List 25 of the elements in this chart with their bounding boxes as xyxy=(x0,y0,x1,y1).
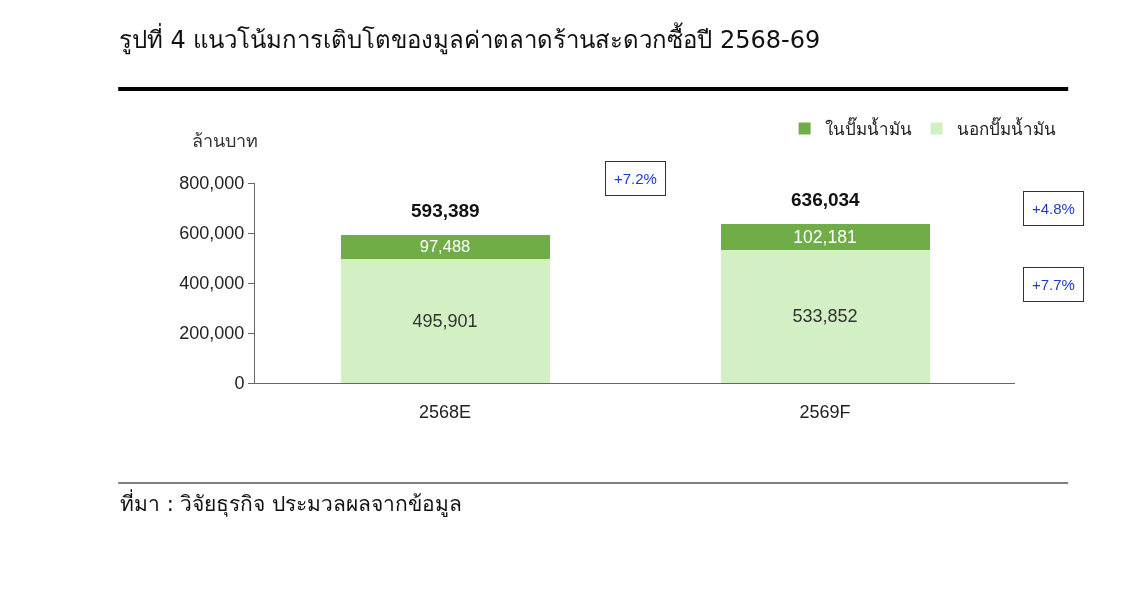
data-label: 533,852 xyxy=(792,306,858,327)
bar xyxy=(340,259,550,383)
annotation: +7.2% xyxy=(614,170,657,187)
legend-label: นอกปั๊มน้ำมัน xyxy=(956,116,1056,140)
data-label: 495,901 xyxy=(412,311,478,332)
bar xyxy=(720,223,930,250)
y-tick-label: 800,000 xyxy=(179,173,245,194)
text: ที่มา : วิจัยธุรกิจ ประมวลผลจากข้อมูล xyxy=(120,489,463,517)
y-axis-title: ล้านบาท xyxy=(192,131,258,151)
total-label: 593,389 xyxy=(411,200,480,221)
y-tick-label: 400,000 xyxy=(179,273,245,294)
legend-label: ในปั๊มน้ำมัน xyxy=(824,116,912,140)
text: +4.8% xyxy=(1032,200,1075,217)
total-label: 636,034 xyxy=(791,189,861,210)
x-tick-label: 2569F xyxy=(799,401,851,422)
y-tick-label: 600,000 xyxy=(179,223,245,244)
chart-title: รูปที่ 4 แนวโน้มการเติบโตของมูลค่าตลาดร้านสะดวกซื้อปี 2568-69 xyxy=(118,21,821,55)
bar xyxy=(340,234,550,260)
y-tick-label: 0 xyxy=(234,373,245,394)
y-tick-label: 200,000 xyxy=(179,323,245,344)
text: +7.7% xyxy=(1032,276,1075,293)
data-label: 97,488 xyxy=(419,237,471,257)
data-label: 102,181 xyxy=(793,226,857,247)
bar xyxy=(720,249,930,383)
x-tick-label: 2568E xyxy=(418,401,472,422)
